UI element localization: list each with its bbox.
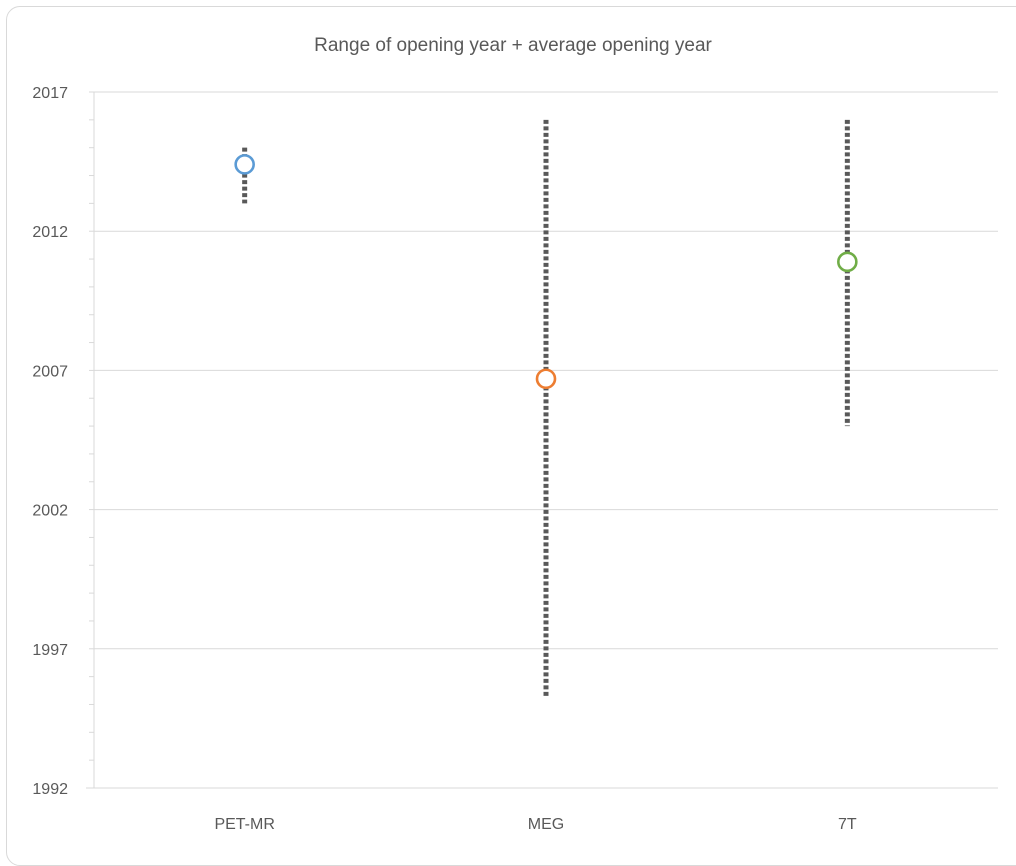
y-tick-label: 2007	[32, 363, 68, 380]
average-point	[535, 368, 557, 390]
average-point	[837, 251, 858, 273]
x-tick-label: 7T	[838, 816, 857, 833]
chart-title: Range of opening year + average opening …	[314, 35, 712, 56]
y-tick-label: 2012	[32, 224, 68, 241]
y-tick-label: 1992	[32, 781, 68, 798]
y-tick-label: 1997	[32, 642, 68, 659]
x-tick-label: MEG	[528, 816, 564, 833]
average-point	[234, 154, 255, 175]
y-tick-label: 2002	[32, 503, 68, 520]
y-tick-label: 2017	[32, 85, 68, 102]
x-tick-label: PET-MR	[214, 816, 274, 833]
axis-layer: 1992 1997 2002 2007 2012 2017 PET-MR MEG 7T	[32, 85, 998, 833]
chart: Range of opening year + average opening …	[32, 35, 998, 833]
marks-layer	[234, 119, 858, 697]
